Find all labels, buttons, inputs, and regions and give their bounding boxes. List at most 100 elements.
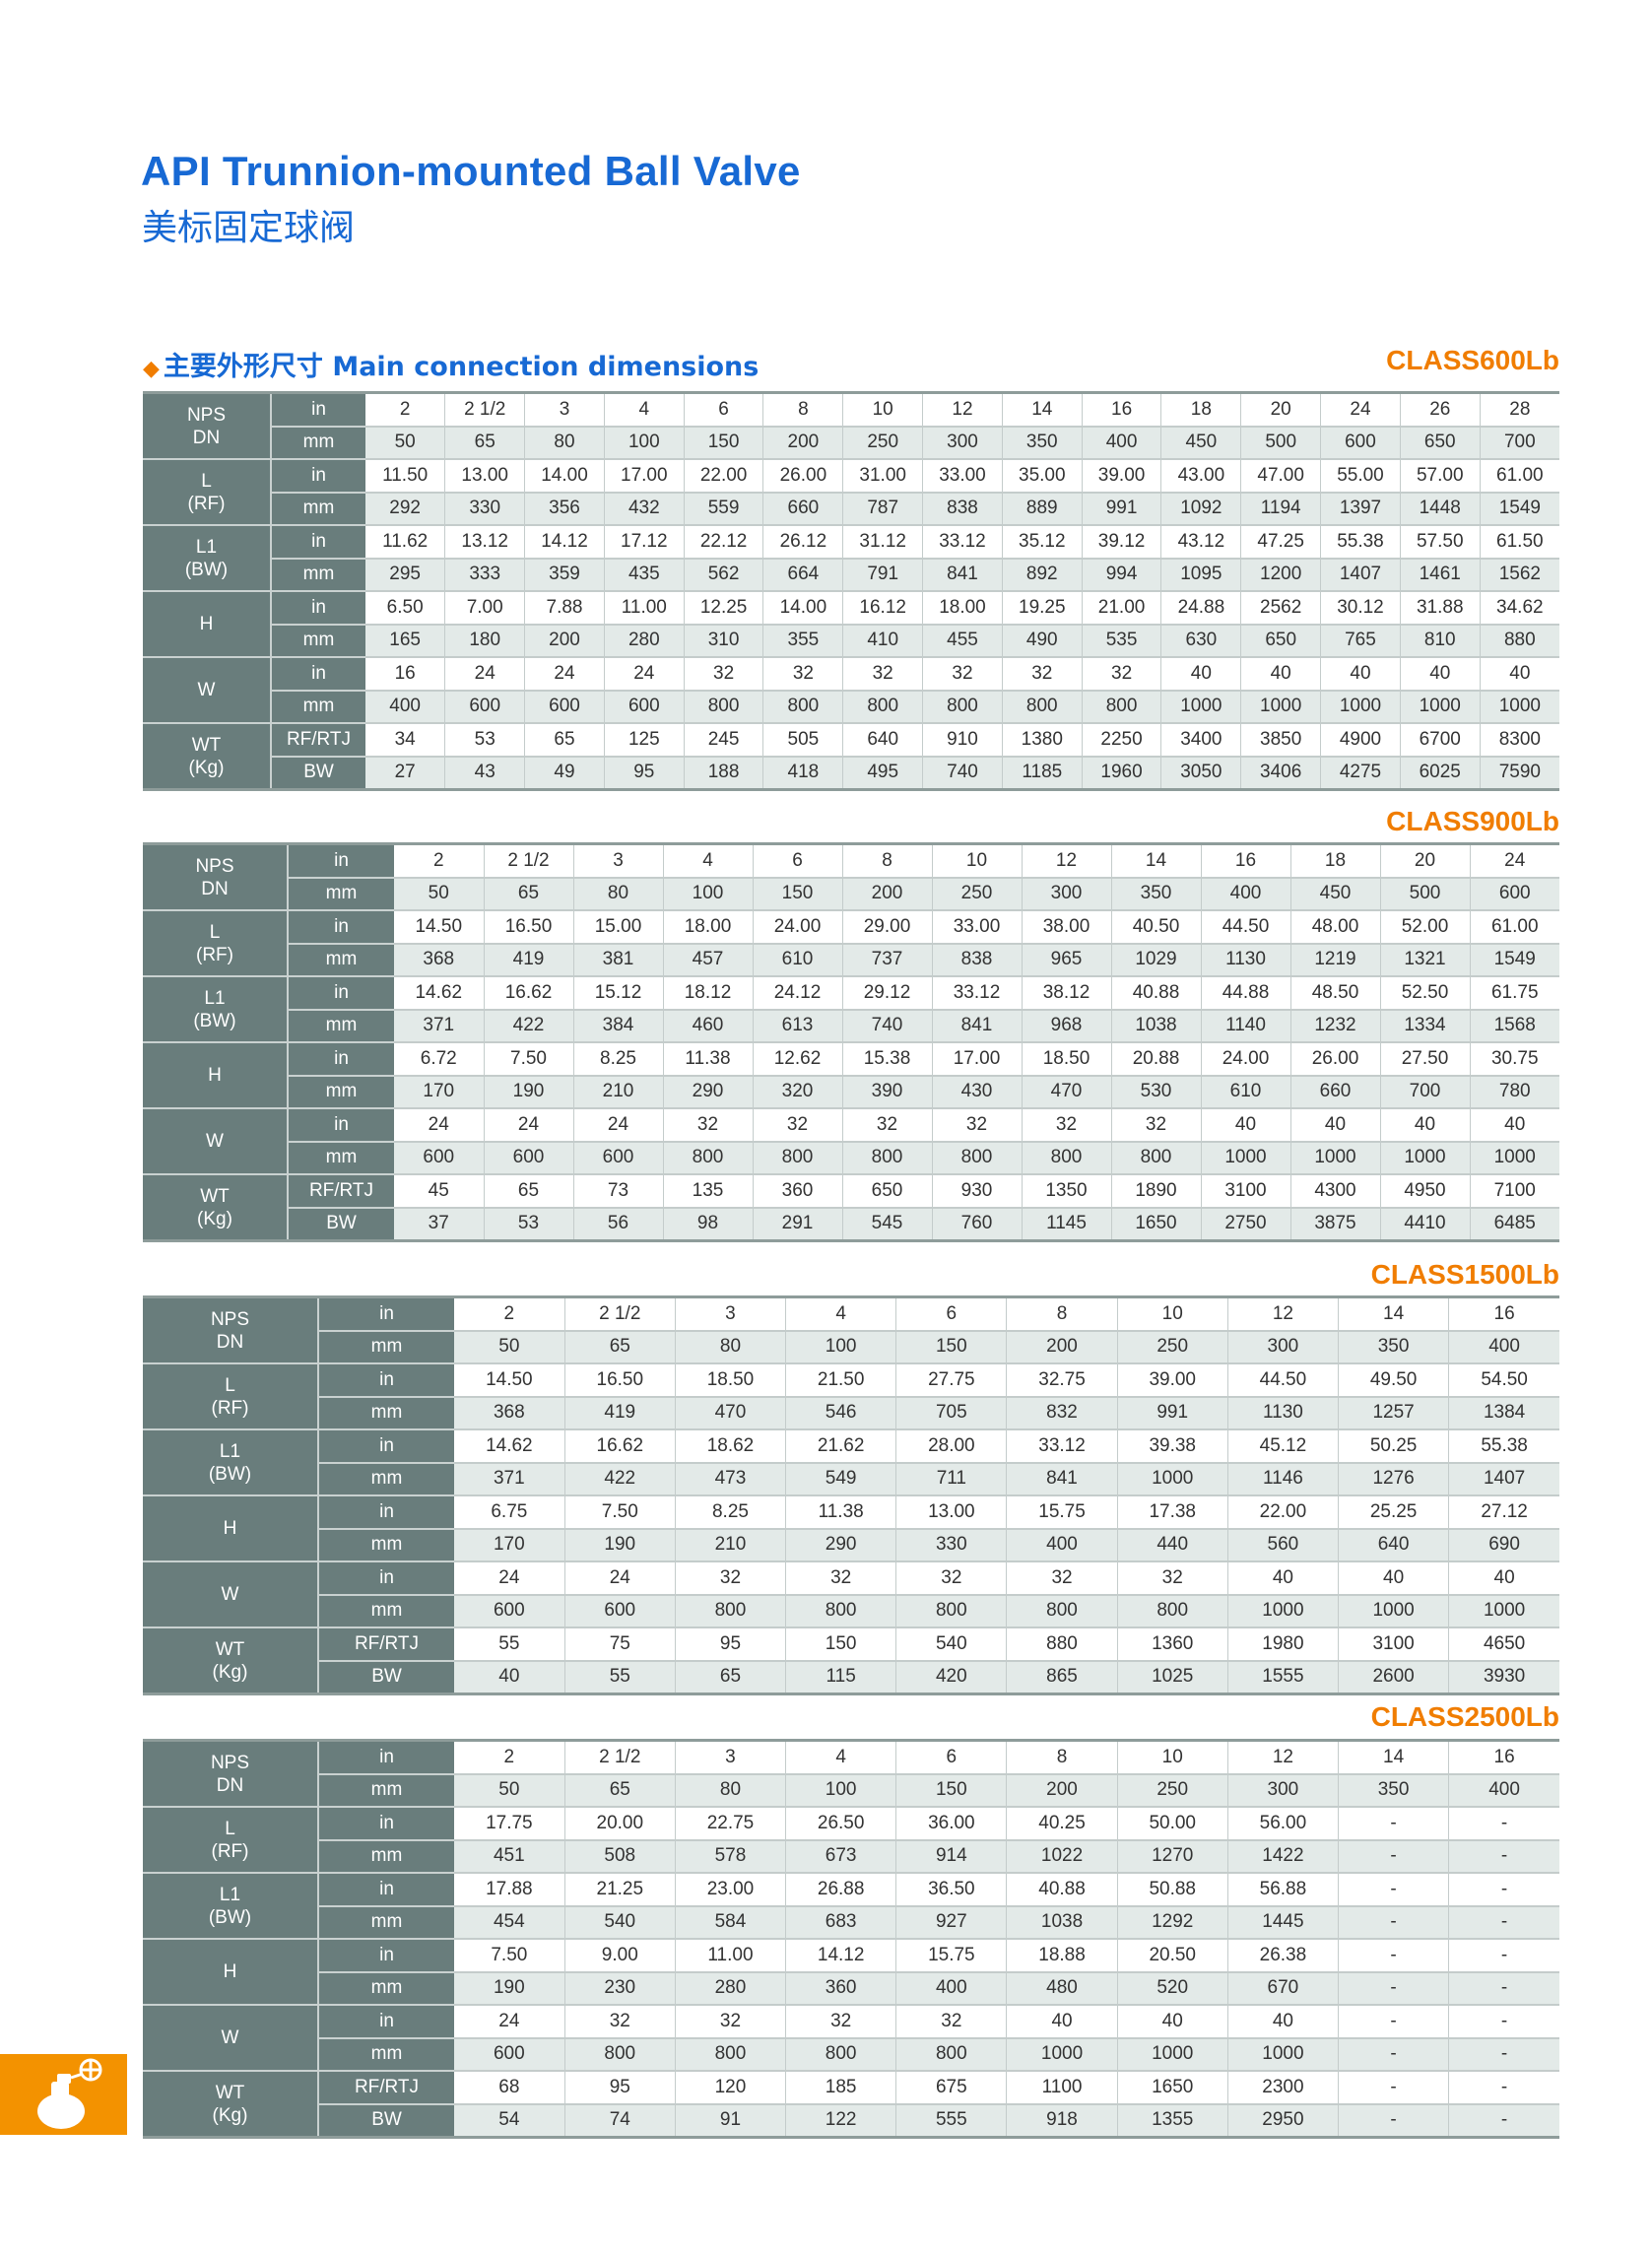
table-cell: 8.25 [573, 1042, 664, 1077]
table-cell: 1980 [1227, 1627, 1340, 1662]
table-cell: 927 [895, 1905, 1008, 1940]
table-cell: 400 [1082, 426, 1162, 460]
table-cell: 2 1/2 [484, 843, 574, 879]
table-cell: 600 [444, 690, 526, 724]
table-cell: 18.88 [1006, 1939, 1118, 1973]
unit-label: in [318, 1296, 454, 1332]
table-cell: 31.88 [1400, 591, 1481, 626]
table-cell: 10 [842, 392, 924, 428]
table-cell: 800 [895, 2037, 1008, 2072]
table-cell: 3875 [1290, 1207, 1381, 1242]
table-cell: 330 [444, 492, 526, 526]
table-cell: 1000 [1006, 2037, 1118, 2072]
unit-label: in [318, 1807, 454, 1841]
table-cell: 549 [785, 1462, 897, 1496]
table-cell: 18.00 [922, 591, 1003, 626]
table-cell: 40 [1201, 1108, 1291, 1143]
table-cell: 80 [573, 877, 664, 911]
table-cell: 2 [454, 1296, 565, 1332]
table-cell: 50 [454, 1773, 565, 1808]
table-cell: 17.00 [932, 1042, 1023, 1077]
table-cell: 40 [1480, 657, 1559, 692]
unit-label: BW [318, 2103, 454, 2139]
table-cell: 1095 [1160, 558, 1242, 592]
table-cell: 4900 [1320, 723, 1401, 758]
table-cell: 57.50 [1400, 525, 1481, 560]
table-row: L1 (BW) in 17.88 21.25 23.00 26.88 36.50 40.88 5… [143, 1873, 1559, 1940]
table-cell: 16 [365, 657, 446, 692]
unit-label: in [318, 1561, 454, 1596]
parameter-label: WT (Kg) [143, 723, 272, 791]
table-cell: 7.50 [484, 1042, 574, 1077]
table-cell: 91 [675, 2103, 787, 2139]
table-cell: 14.00 [524, 459, 605, 494]
table-cell: 11.38 [663, 1042, 754, 1077]
table-cell: 800 [932, 1141, 1023, 1175]
table-cell: 40 [1006, 2005, 1118, 2039]
table-cell: 14.50 [454, 1363, 565, 1398]
table-cell: 14.12 [524, 525, 605, 560]
table-cell: 737 [842, 943, 933, 977]
table-cell: 1038 [1111, 1009, 1202, 1043]
table-row: mm 600 600 600 800 800 800 800 800 800 1000 1000 100… [143, 1141, 1559, 1175]
section-title: 主要外形尺寸 Main connection dimensions [163, 352, 760, 382]
table-cell: 28.00 [895, 1429, 1008, 1464]
table-cell: 508 [564, 1839, 676, 1874]
table-cell: 880 [1006, 1627, 1118, 1662]
table-cell: - [1338, 2037, 1450, 2072]
table-cell: 4 [785, 1740, 897, 1775]
table-cell: 29.12 [842, 976, 933, 1011]
unit-label: in [288, 1042, 394, 1077]
table-cell: 39.12 [1082, 525, 1162, 560]
table-cell: 1445 [1227, 1905, 1340, 1940]
table-cell: 1029 [1111, 943, 1202, 977]
table-cell: 700 [1380, 1075, 1471, 1109]
table-cell: 11.38 [785, 1495, 897, 1530]
table-cell: 40 [1290, 1108, 1381, 1143]
ball-valve-badge [0, 2054, 127, 2135]
table-cell: 360 [753, 1174, 843, 1209]
table-cell: 150 [753, 877, 843, 911]
table-cell: 24 [484, 1108, 574, 1143]
table-cell: 38.12 [1022, 976, 1112, 1011]
table-cell: 24.88 [1160, 591, 1242, 626]
table-cell: 1448 [1400, 492, 1481, 526]
table-cell: 40 [1160, 657, 1242, 692]
table-cell: 18.12 [663, 976, 754, 1011]
table-row: mm 454 540 584 683 927 1038 1292 1445- - [143, 1905, 1559, 1940]
table-row: mm 371 422 473 549 711 841 1000 1146 1276 1407 [143, 1462, 1559, 1496]
table-cell: 55.00 [1320, 459, 1401, 494]
table-cell: 1140 [1201, 1009, 1291, 1043]
table-cell: 800 [785, 2037, 897, 2072]
table-cell: 300 [1227, 1773, 1340, 1808]
table-cell: 350 [1002, 426, 1083, 460]
parameter-label: H [143, 1495, 319, 1562]
table-cell: 26.00 [762, 459, 844, 494]
table-cell: 7590 [1480, 756, 1559, 791]
table-cell: 280 [604, 624, 685, 658]
table-cell: 15.38 [842, 1042, 933, 1077]
table-cell: 33.12 [1006, 1429, 1118, 1464]
class-label: CLASS1500Lb [1370, 1259, 1559, 1290]
table-cell: 892 [1002, 558, 1083, 592]
table-cell: 32 [675, 2005, 787, 2039]
table-cell: 6 [895, 1296, 1008, 1332]
table-cell: 14.50 [394, 910, 485, 945]
table-cell: 49 [524, 756, 605, 791]
table-cell: 16 [1448, 1296, 1559, 1332]
table-cell: 47.25 [1240, 525, 1322, 560]
table-cell: 15.75 [1006, 1495, 1118, 1530]
table-row: NPS DN in 2 2 1/2 3 4 6 8 10 12 14 16 18 20 24 [143, 843, 1559, 911]
unit-label: in [288, 843, 394, 879]
table-cell: 14 [1111, 843, 1202, 879]
table-cell: 170 [394, 1075, 485, 1109]
diamond-bullet-icon: ◆ [143, 357, 160, 381]
table-cell: 545 [842, 1207, 933, 1242]
table-cell: 1000 [1480, 690, 1559, 724]
table-cell: 600 [564, 1594, 676, 1628]
table-cell: 150 [684, 426, 764, 460]
table-cell: 33.12 [922, 525, 1003, 560]
table-cell: 1000 [1201, 1141, 1291, 1175]
table-cell: 1555 [1227, 1660, 1340, 1695]
